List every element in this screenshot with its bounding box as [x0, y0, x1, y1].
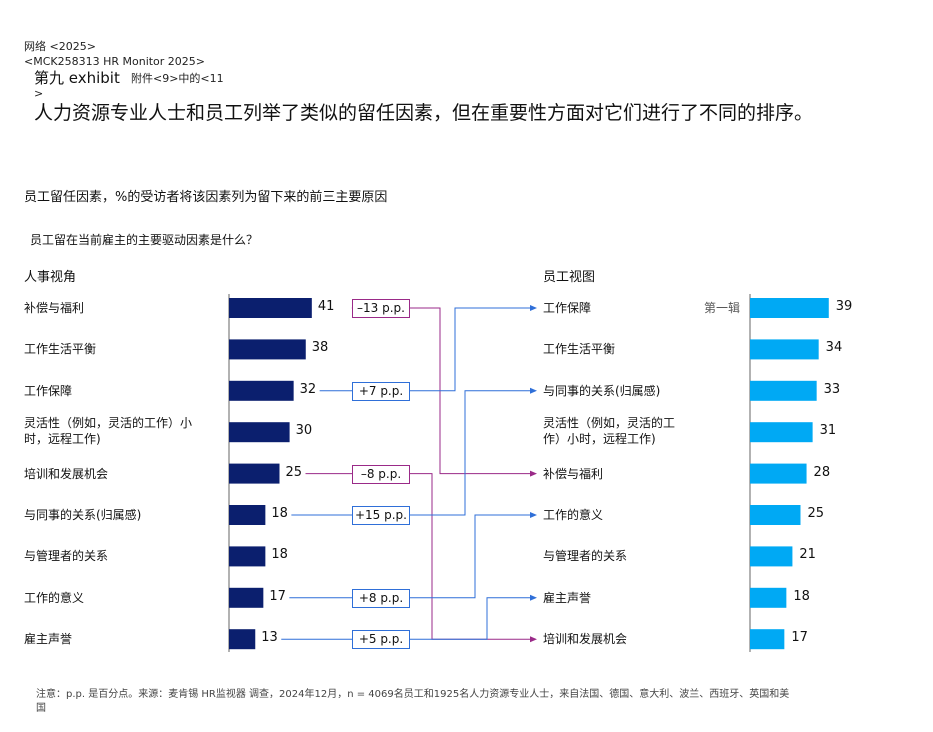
change-badge: +8 p.p. [352, 588, 410, 608]
employee-bar [750, 380, 817, 401]
connector-line [410, 390, 532, 516]
employee-value: 18 [793, 588, 810, 604]
subtitle: 员工留任因素，%的受访者将该因素列为留下来的前三主要原因 [24, 190, 388, 205]
exhibit-note: 附件<9>中的<11 [131, 72, 224, 85]
hr-category: 工作的意义 [24, 590, 85, 605]
arrow-head-icon [530, 594, 537, 601]
hr-bar [229, 463, 280, 484]
hr-value: 18 [271, 506, 288, 521]
hr-category: 灵活性（例如，灵活的工作）小时，远程工作) [24, 416, 193, 447]
employee-category: 雇主声誉 [543, 590, 592, 605]
change-badge: +5 p.p. [352, 630, 410, 650]
employee-value: 31 [819, 423, 837, 439]
hr-bar [229, 380, 294, 401]
arrow-head-icon [530, 305, 537, 311]
hr-bar [229, 505, 266, 525]
connector-line [410, 307, 532, 392]
meta-line-1: 网络 <2025> [24, 40, 96, 53]
employee-value: 39 [835, 299, 853, 314]
employee-category: 与管理者的关系 [543, 549, 628, 564]
employee-bar [750, 339, 819, 360]
employee-category: 工作生活平衡 [543, 342, 616, 357]
employee-category: 灵活性（例如，灵活的工作）小时，远程工作) [543, 416, 676, 447]
connector-line [410, 514, 532, 599]
hr-value: 30 [295, 423, 313, 439]
hr-category: 与管理者的关系 [24, 549, 109, 564]
hr-bar [229, 339, 306, 360]
employee-bar [750, 505, 801, 525]
employee-category: 工作保障 [543, 301, 592, 315]
change-badge: +15 p.p. [352, 506, 410, 525]
employee-bar [750, 298, 829, 318]
employee-value: 17 [791, 630, 808, 646]
question: 员工留在当前雇主的主要驱动因素是什么？ [30, 233, 259, 247]
hr-category: 补偿与福利 [24, 301, 85, 315]
hr-title: 人事视角 [24, 270, 77, 285]
hr-bar [229, 422, 290, 443]
hr-value: 41 [317, 299, 335, 314]
hr-bar [229, 298, 312, 318]
employee-value: 28 [813, 464, 831, 480]
meta-line-2: <MCK258313 HR Monitor 2025> [24, 55, 206, 68]
arrow-head-icon [530, 636, 537, 643]
employee-bar [750, 422, 813, 443]
arrow-head-icon [530, 470, 537, 477]
exhibit-note-2: > [34, 87, 44, 100]
employee-value: 25 [807, 506, 825, 521]
employee-bar [750, 629, 785, 650]
employee-category: 工作的意义 [543, 508, 604, 522]
hr-category: 工作生活平衡 [24, 342, 97, 357]
hr-value: 17 [269, 588, 286, 604]
hr-category: 与同事的关系(归属感) [24, 508, 142, 522]
employee-category: 与同事的关系(归属感) [543, 383, 661, 398]
employee-value: 34 [825, 340, 843, 356]
connector-line [410, 597, 532, 640]
hr-value: 38 [311, 340, 329, 356]
hr-value: 32 [299, 381, 317, 397]
employee-value: 33 [823, 381, 841, 397]
page-title: 人力资源专业人士和员工列举了类似的留任因素，但在重要性方面对它们进行了不同的排序… [34, 102, 814, 124]
hr-value: 18 [271, 547, 288, 563]
arrow-head-icon [530, 512, 537, 518]
hr-category: 培训和发展机会 [24, 466, 109, 481]
hr-bar [229, 587, 264, 608]
change-badge: +7 p.p. [352, 381, 410, 401]
employee-bar [750, 546, 793, 567]
hr-category: 雇主声誉 [24, 632, 73, 647]
employee-bar [750, 463, 807, 484]
employee-category: 补偿与福利 [543, 466, 604, 481]
hr-value: 13 [261, 630, 278, 646]
employee-bar [750, 587, 787, 608]
hr-bar [229, 629, 256, 650]
hr-value: 25 [285, 464, 303, 480]
arrow-head-icon [530, 387, 537, 394]
employee-title: 员工视图 [543, 270, 596, 285]
change-badge: –8 p.p. [352, 464, 410, 484]
hr-category: 工作保障 [24, 383, 73, 398]
exhibit-label: 第九 exhibit [34, 69, 120, 87]
employee-value: 21 [799, 547, 816, 563]
employee-category: 培训和发展机会 [543, 632, 628, 647]
change-badge: –13 p.p. [352, 299, 410, 318]
footnote: 注意：p.p. 是百分点。来源：麦肯锡 HR监视器 调查，2024年12月，n … [36, 689, 790, 714]
first-rank-label: 第一辑 [704, 301, 741, 315]
hr-bar [229, 546, 266, 567]
